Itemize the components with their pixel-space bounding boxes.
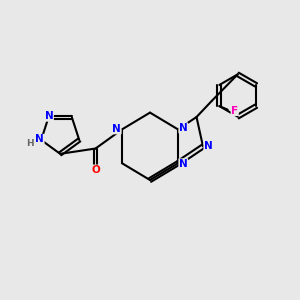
Text: O: O [91, 165, 100, 175]
Text: N: N [35, 134, 44, 144]
Text: N: N [204, 141, 213, 151]
Text: N: N [45, 111, 53, 121]
Text: N: N [179, 123, 188, 133]
Text: N: N [112, 124, 121, 134]
Text: F: F [231, 106, 238, 116]
Text: H: H [26, 139, 34, 148]
Text: N: N [179, 159, 188, 169]
